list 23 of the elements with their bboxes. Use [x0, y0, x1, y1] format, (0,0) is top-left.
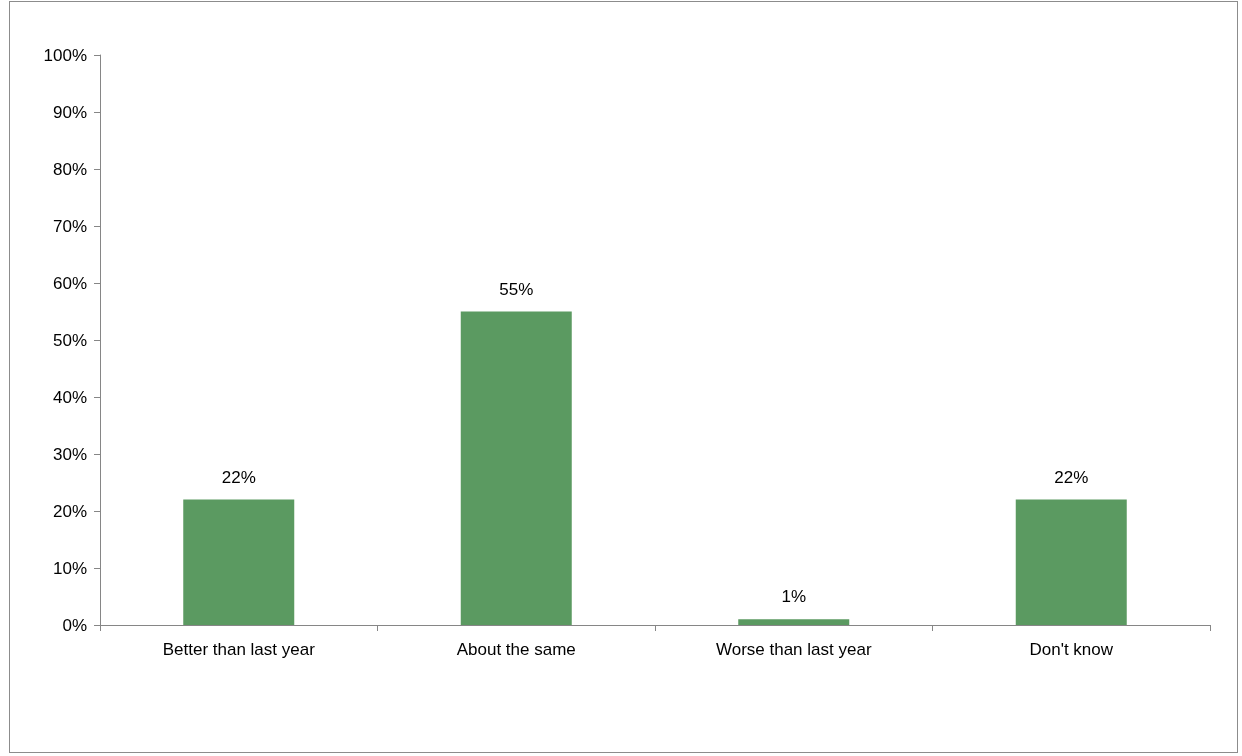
data-label: 22% [221, 467, 256, 487]
y-tick-label: 90% [52, 102, 87, 122]
y-tick-label: 50% [52, 330, 87, 350]
data-label: 22% [1054, 467, 1089, 487]
x-tick-label: Don't know [1029, 640, 1114, 659]
data-label: 1% [781, 587, 807, 607]
y-tick-label: 40% [52, 387, 87, 407]
y-tick-label: 30% [52, 444, 87, 464]
y-tick-label: 80% [52, 159, 87, 179]
y-tick-label: 0% [62, 615, 87, 635]
x-tick-label: Better than last year [162, 640, 316, 659]
x-tick-label: Worse than last year [715, 640, 872, 659]
y-tick-label: 60% [52, 273, 87, 293]
bar [1015, 499, 1127, 625]
bar [738, 619, 850, 625]
y-tick-label: 10% [52, 558, 87, 578]
bar [183, 499, 295, 625]
y-tick-label: 20% [52, 501, 87, 521]
bar [460, 311, 572, 625]
y-tick-label: 100% [43, 45, 87, 65]
data-label: 55% [499, 279, 534, 299]
y-tick-label: 70% [52, 216, 87, 236]
x-tick-label: About the same [456, 640, 576, 659]
